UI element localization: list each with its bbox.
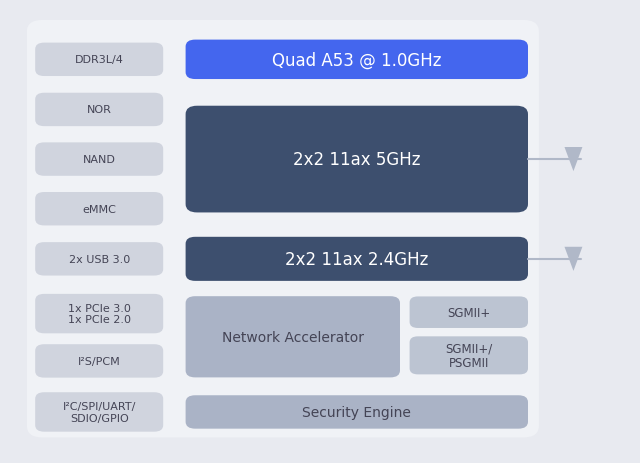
Text: NOR: NOR bbox=[87, 105, 111, 115]
FancyBboxPatch shape bbox=[35, 143, 163, 176]
Text: 1x PCIe 3.0
1x PCIe 2.0: 1x PCIe 3.0 1x PCIe 2.0 bbox=[68, 303, 131, 325]
Text: Security Engine: Security Engine bbox=[302, 405, 412, 419]
Polygon shape bbox=[564, 148, 582, 172]
FancyBboxPatch shape bbox=[186, 296, 400, 377]
Text: eMMC: eMMC bbox=[83, 204, 116, 214]
Text: 2x2 11ax 5GHz: 2x2 11ax 5GHz bbox=[293, 151, 420, 169]
Polygon shape bbox=[564, 247, 582, 271]
Text: I²C/SPI/UART/
SDIO/GPIO: I²C/SPI/UART/ SDIO/GPIO bbox=[63, 401, 136, 423]
FancyBboxPatch shape bbox=[35, 344, 163, 378]
FancyBboxPatch shape bbox=[186, 106, 528, 213]
Text: SGMII+/
PSGMII: SGMII+/ PSGMII bbox=[445, 342, 492, 369]
Text: NAND: NAND bbox=[83, 155, 116, 165]
FancyBboxPatch shape bbox=[186, 41, 528, 80]
FancyBboxPatch shape bbox=[35, 193, 163, 226]
Text: I²S/PCM: I²S/PCM bbox=[78, 356, 120, 366]
Text: Network Accelerator: Network Accelerator bbox=[222, 330, 364, 344]
Text: SGMII+: SGMII+ bbox=[447, 306, 490, 319]
Text: DDR3L/4: DDR3L/4 bbox=[75, 55, 124, 65]
FancyBboxPatch shape bbox=[35, 44, 163, 77]
FancyBboxPatch shape bbox=[35, 294, 163, 333]
FancyBboxPatch shape bbox=[35, 243, 163, 276]
FancyBboxPatch shape bbox=[410, 337, 528, 375]
Text: 2x2 11ax 2.4GHz: 2x2 11ax 2.4GHz bbox=[285, 250, 429, 268]
FancyBboxPatch shape bbox=[27, 21, 539, 438]
FancyBboxPatch shape bbox=[410, 297, 528, 328]
FancyBboxPatch shape bbox=[35, 392, 163, 432]
FancyBboxPatch shape bbox=[186, 237, 528, 281]
FancyBboxPatch shape bbox=[186, 395, 528, 429]
Text: Quad A53 @ 1.0GHz: Quad A53 @ 1.0GHz bbox=[272, 51, 442, 69]
Text: 2x USB 3.0: 2x USB 3.0 bbox=[68, 254, 130, 264]
FancyBboxPatch shape bbox=[35, 94, 163, 127]
